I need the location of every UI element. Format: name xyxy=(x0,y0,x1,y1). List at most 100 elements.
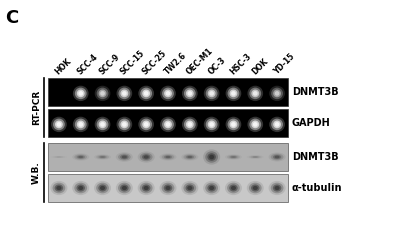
Ellipse shape xyxy=(226,86,241,101)
Ellipse shape xyxy=(184,119,196,130)
Ellipse shape xyxy=(96,155,109,159)
Ellipse shape xyxy=(166,91,170,96)
Text: SCC-15: SCC-15 xyxy=(119,48,147,76)
Ellipse shape xyxy=(251,185,260,192)
Ellipse shape xyxy=(186,90,194,97)
Text: DOK: DOK xyxy=(250,56,270,76)
Ellipse shape xyxy=(78,156,83,158)
Ellipse shape xyxy=(140,183,152,193)
Text: HSC-3: HSC-3 xyxy=(228,51,253,76)
Ellipse shape xyxy=(116,117,132,132)
Ellipse shape xyxy=(231,122,236,127)
Text: SCC-4: SCC-4 xyxy=(75,52,100,76)
Ellipse shape xyxy=(72,153,89,161)
Ellipse shape xyxy=(144,155,149,159)
Ellipse shape xyxy=(55,157,63,158)
Ellipse shape xyxy=(75,119,87,130)
Ellipse shape xyxy=(160,153,176,161)
Ellipse shape xyxy=(140,153,152,161)
Ellipse shape xyxy=(162,88,174,99)
Ellipse shape xyxy=(186,185,194,192)
Ellipse shape xyxy=(186,120,194,128)
Ellipse shape xyxy=(140,119,152,130)
Ellipse shape xyxy=(209,186,214,190)
Ellipse shape xyxy=(253,122,258,127)
Ellipse shape xyxy=(275,122,280,127)
Ellipse shape xyxy=(164,120,172,128)
Text: α-tubulin: α-tubulin xyxy=(292,183,342,193)
Ellipse shape xyxy=(182,117,198,132)
Ellipse shape xyxy=(138,151,155,163)
Ellipse shape xyxy=(56,122,61,127)
Ellipse shape xyxy=(229,185,238,192)
Ellipse shape xyxy=(188,122,192,127)
Ellipse shape xyxy=(206,119,218,130)
Ellipse shape xyxy=(251,156,260,158)
Ellipse shape xyxy=(160,117,176,132)
Ellipse shape xyxy=(164,90,172,97)
Text: C: C xyxy=(5,9,18,27)
Ellipse shape xyxy=(94,181,111,195)
Ellipse shape xyxy=(248,86,263,101)
Ellipse shape xyxy=(182,86,198,101)
Ellipse shape xyxy=(118,183,131,193)
Ellipse shape xyxy=(74,154,87,160)
Ellipse shape xyxy=(100,156,105,158)
Ellipse shape xyxy=(187,156,192,158)
Ellipse shape xyxy=(164,185,172,192)
Bar xyxy=(48,143,288,171)
Ellipse shape xyxy=(95,117,110,132)
Ellipse shape xyxy=(52,183,65,193)
Ellipse shape xyxy=(97,119,108,130)
Ellipse shape xyxy=(162,154,174,160)
Ellipse shape xyxy=(271,88,283,99)
Ellipse shape xyxy=(53,119,65,130)
Ellipse shape xyxy=(98,156,107,158)
Ellipse shape xyxy=(181,181,198,195)
Ellipse shape xyxy=(144,91,148,96)
Ellipse shape xyxy=(162,183,174,193)
Ellipse shape xyxy=(228,88,239,99)
Ellipse shape xyxy=(184,88,196,99)
Ellipse shape xyxy=(251,120,259,128)
Ellipse shape xyxy=(73,86,88,101)
Ellipse shape xyxy=(100,186,105,190)
Ellipse shape xyxy=(142,185,150,192)
Ellipse shape xyxy=(273,90,281,97)
Ellipse shape xyxy=(99,90,106,97)
Ellipse shape xyxy=(273,155,281,159)
Ellipse shape xyxy=(188,91,192,96)
Ellipse shape xyxy=(118,88,130,99)
Ellipse shape xyxy=(248,117,263,132)
Ellipse shape xyxy=(142,120,150,128)
Ellipse shape xyxy=(181,153,198,161)
Ellipse shape xyxy=(162,119,174,130)
Ellipse shape xyxy=(249,119,261,130)
Bar xyxy=(48,109,288,137)
Ellipse shape xyxy=(138,86,154,101)
Ellipse shape xyxy=(77,120,85,128)
Ellipse shape xyxy=(187,186,192,190)
Ellipse shape xyxy=(160,181,176,195)
Ellipse shape xyxy=(249,183,262,193)
Ellipse shape xyxy=(55,185,63,192)
Ellipse shape xyxy=(140,88,152,99)
Ellipse shape xyxy=(207,153,216,161)
Ellipse shape xyxy=(227,183,240,193)
Ellipse shape xyxy=(271,154,284,160)
Ellipse shape xyxy=(253,186,258,190)
Ellipse shape xyxy=(268,152,286,162)
Ellipse shape xyxy=(120,155,129,159)
Ellipse shape xyxy=(253,157,258,158)
Text: W.B.: W.B. xyxy=(32,161,41,184)
Ellipse shape xyxy=(160,86,176,101)
Ellipse shape xyxy=(269,86,285,101)
Ellipse shape xyxy=(206,88,218,99)
Ellipse shape xyxy=(50,181,68,195)
Ellipse shape xyxy=(184,154,196,160)
Ellipse shape xyxy=(269,117,285,132)
Ellipse shape xyxy=(78,186,83,190)
Text: TW2.6: TW2.6 xyxy=(163,50,188,76)
Ellipse shape xyxy=(116,86,132,101)
Ellipse shape xyxy=(72,181,89,195)
